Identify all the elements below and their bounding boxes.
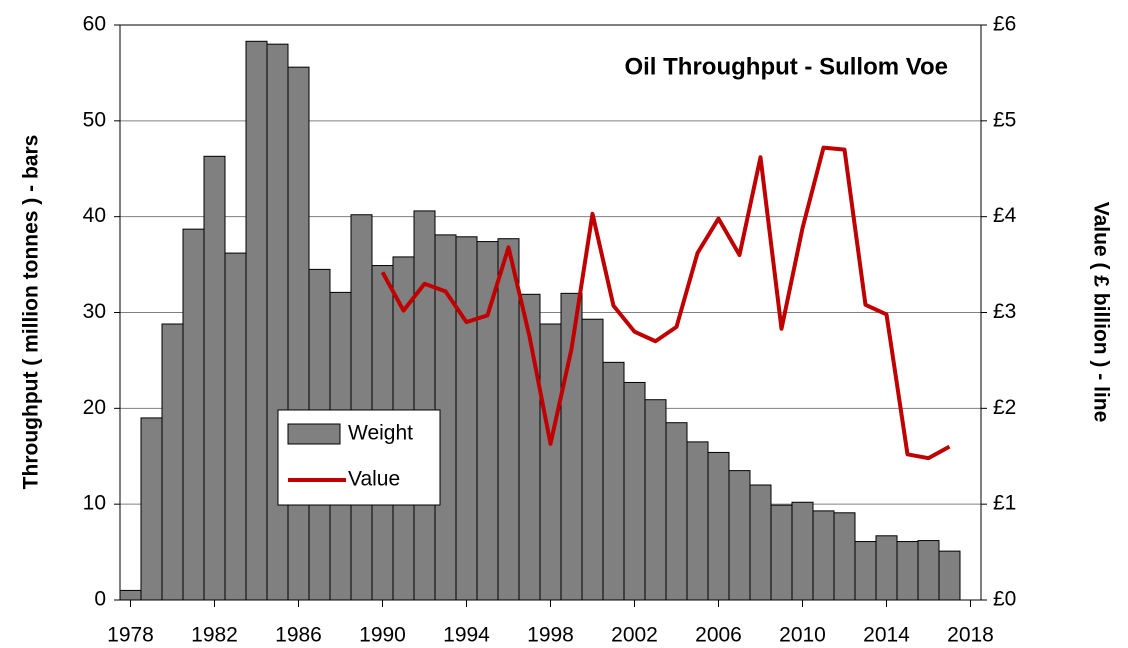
bar xyxy=(266,43,289,601)
legend-label: Value xyxy=(348,468,400,491)
bar xyxy=(875,535,898,601)
y-tick-label: 0 xyxy=(94,588,106,611)
x-tick-label: 1982 xyxy=(191,624,238,647)
y2-tick-label: £1 xyxy=(993,492,1016,515)
legend-swatch xyxy=(287,423,341,445)
y-tick-label: 50 xyxy=(83,108,106,131)
line xyxy=(380,145,951,461)
x-tick-label: 1998 xyxy=(527,624,574,647)
chart-title: Oil Throughput - Sullom Voe xyxy=(624,53,948,80)
bar xyxy=(287,66,310,601)
x-tick-label: 1990 xyxy=(359,624,406,647)
bar xyxy=(707,451,730,601)
bar xyxy=(245,40,268,601)
y-axis-title: Throughput ( million tonnes ) - bars xyxy=(20,135,43,490)
bar xyxy=(812,510,835,601)
x-tick-label: 2014 xyxy=(863,624,910,647)
bar xyxy=(140,417,163,601)
bar xyxy=(665,422,688,601)
bar xyxy=(224,252,247,601)
bar xyxy=(623,381,646,601)
plot-frame xyxy=(119,24,982,601)
bar xyxy=(749,484,772,601)
y-tick-label: 30 xyxy=(83,300,106,323)
bar xyxy=(833,512,856,601)
bar xyxy=(539,323,562,601)
x-tick-label: 2018 xyxy=(947,624,994,647)
y2-tick-label: £6 xyxy=(993,13,1016,36)
bar xyxy=(854,541,877,601)
y2-axis-title: Value ( £ billion ) - line xyxy=(1089,202,1112,423)
bar xyxy=(770,504,793,601)
bar xyxy=(896,541,919,601)
bar xyxy=(497,238,520,601)
bar xyxy=(938,550,961,601)
y2-tick-label: £5 xyxy=(993,108,1016,131)
legend-label: Weight xyxy=(348,422,413,445)
bar xyxy=(413,210,436,601)
bar xyxy=(182,228,205,601)
bar xyxy=(602,361,625,601)
bar xyxy=(728,470,751,601)
bar xyxy=(350,214,373,601)
x-tick-label: 2006 xyxy=(695,624,742,647)
y-tick-label: 60 xyxy=(83,13,106,36)
y2-tick-label: £3 xyxy=(993,300,1016,323)
y-tick-label: 10 xyxy=(83,492,106,515)
x-tick-label: 2002 xyxy=(611,624,658,647)
bar xyxy=(581,318,604,601)
x-tick-label: 1994 xyxy=(443,624,490,647)
x-tick-label: 1978 xyxy=(107,624,154,647)
bar xyxy=(455,236,478,601)
y-tick-label: 40 xyxy=(83,204,106,227)
bar xyxy=(119,589,142,601)
bar xyxy=(203,155,226,601)
bar xyxy=(161,323,184,601)
bar xyxy=(686,441,709,601)
y2-tick-label: £0 xyxy=(993,588,1016,611)
y-tick-label: 20 xyxy=(83,396,106,419)
bar xyxy=(644,399,667,601)
bar xyxy=(917,540,940,601)
x-tick-label: 2010 xyxy=(779,624,826,647)
bar xyxy=(791,501,814,601)
x-tick-label: 1986 xyxy=(275,624,322,647)
y2-tick-label: £2 xyxy=(993,396,1016,419)
y2-tick-label: £4 xyxy=(993,204,1017,227)
